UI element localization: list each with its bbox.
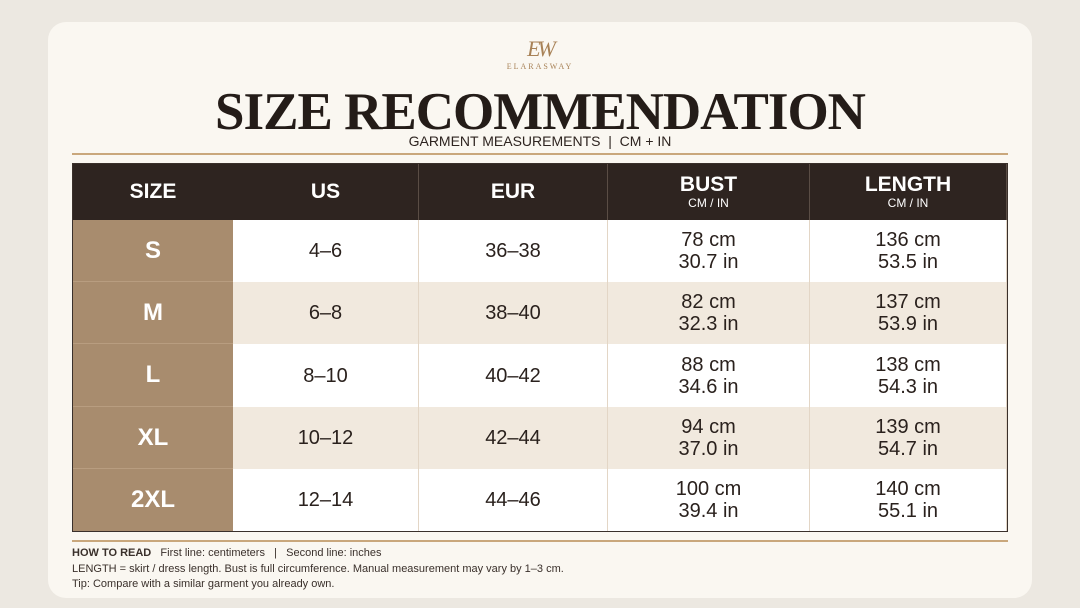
data-cell: 12–14 (233, 469, 419, 531)
data-cell: 88 cm 34.6 in (608, 344, 810, 407)
cell-text: 82 cm (681, 291, 736, 313)
cell-text: 140 cm (875, 478, 941, 500)
data-cell: 139 cm 54.7 in (810, 407, 1007, 469)
cell-text: 137 cm (875, 291, 941, 313)
footer-line: HOW TO READ First line: centimeters | Se… (72, 547, 382, 559)
cell-text: 10–12 (297, 427, 354, 449)
size-cell: XL (73, 407, 233, 469)
data-cell: 137 cm 53.9 in (810, 282, 1007, 344)
data-cell: 42–44 (419, 407, 608, 469)
divider (72, 540, 1008, 542)
cell-text: XL (137, 423, 169, 451)
data-cell: 94 cm 37.0 in (608, 407, 810, 469)
cell-text: 138 cm (875, 353, 941, 376)
header-label: BUST (679, 173, 738, 196)
data-cell: 78 cm 30.7 in (608, 220, 810, 282)
header-cell: US (233, 164, 419, 220)
size-cell: 2XL (73, 469, 233, 531)
header-label: US (310, 180, 341, 203)
data-cell: 82 cm 32.3 in (608, 282, 810, 344)
data-cell: 40–42 (419, 344, 608, 407)
data-cell: 138 cm 54.3 in (810, 344, 1007, 407)
cell-text: S (144, 236, 161, 264)
cell-text: 38–40 (485, 302, 541, 324)
cell-text: 55.1 in (877, 500, 939, 522)
cell-text: 94 cm (681, 416, 736, 438)
data-cell: 136 cm 53.5 in (810, 220, 1007, 282)
title: SIZE RECOMMENDATION (215, 83, 866, 141)
header-label: SIZE (129, 180, 177, 203)
cell-text: 139 cm (875, 416, 941, 438)
cell-text: 4–6 (308, 240, 343, 262)
header-cell: BUST CM / IN (608, 164, 810, 220)
cell-text: 40–42 (485, 364, 541, 387)
cell-text: 54.7 in (877, 438, 939, 460)
cell-text: 34.6 in (678, 375, 739, 398)
cell-text: 39.4 in (678, 500, 739, 522)
header-sub: CM / IN (887, 196, 929, 210)
cell-text: 8–10 (303, 364, 348, 387)
cell-text: 30.7 in (678, 251, 739, 273)
cell-text: 36–38 (485, 240, 541, 262)
cell-text: 32.3 in (678, 313, 739, 335)
cell-text: M (143, 298, 163, 326)
header-cell: SIZE (73, 164, 233, 220)
data-cell: 6–8 (233, 282, 419, 344)
subtitle: GARMENT MEASUREMENTS | CM + IN (408, 133, 672, 149)
cell-text: 53.5 in (877, 251, 939, 273)
footer-tip: Tip: Compare with a similar garment you … (72, 578, 335, 590)
header-label: LENGTH (864, 173, 952, 196)
cell-text: 88 cm (681, 353, 736, 376)
header-cell: EUR (419, 164, 608, 220)
cell-text: 42–44 (485, 427, 541, 449)
logo-name: ELARASWAY (506, 62, 574, 71)
cell-text: 78 cm (681, 229, 736, 251)
cell-text: 53.9 in (877, 313, 939, 335)
data-cell: 140 cm 55.1 in (810, 469, 1007, 531)
data-cell: 44–46 (419, 469, 608, 531)
logo-monogram: EW (527, 36, 556, 61)
cell-text: 54.3 in (877, 375, 939, 398)
cell-text: 37.0 in (678, 438, 739, 460)
cell-text: 100 cm (675, 478, 742, 500)
size-cell: S (73, 220, 233, 282)
size-cell: L (73, 344, 233, 407)
cell-text: 6–8 (308, 302, 343, 324)
data-cell: 36–38 (419, 220, 608, 282)
data-cell: 8–10 (233, 344, 419, 407)
size-cell: M (73, 282, 233, 344)
size-table: SIZE US EUR BUST CM / IN LENGTH CM / IN S 4–6 36–… (72, 163, 1008, 532)
cell-text: L (145, 361, 161, 388)
data-cell: 4–6 (233, 220, 419, 282)
cell-text: 12–14 (297, 489, 354, 511)
cell-text: 2XL (130, 486, 175, 513)
data-cell: 10–12 (233, 407, 419, 469)
footer-note: LENGTH = skirt / dress length. Bust is f… (72, 563, 564, 575)
footer-key: First line: centimeters | Second line: i… (160, 547, 382, 559)
cell-text: 136 cm (875, 229, 941, 251)
header-sub: CM / IN (688, 196, 729, 210)
data-cell: 38–40 (419, 282, 608, 344)
divider (72, 153, 1008, 155)
header-label: EUR (490, 180, 536, 203)
data-cell: 100 cm 39.4 in (608, 469, 810, 531)
footer-heading: HOW TO READ (72, 547, 152, 559)
header-cell: LENGTH CM / IN (810, 164, 1007, 220)
cell-text: 44–46 (485, 489, 541, 511)
